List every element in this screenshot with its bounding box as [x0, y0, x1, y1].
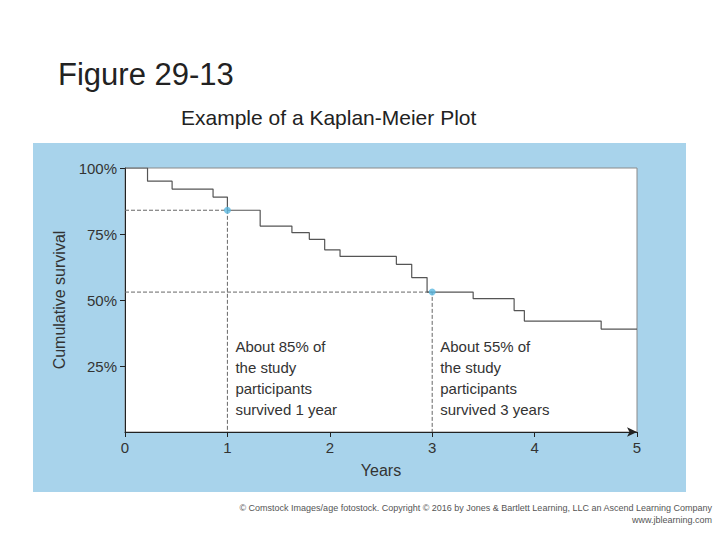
svg-text:Years: Years: [361, 462, 401, 479]
svg-text:5: 5: [633, 439, 641, 456]
svg-text:the study: the study: [235, 359, 296, 376]
svg-text:the study: the study: [440, 359, 501, 376]
html-text:www.jblearning.com: www.jblearning.com: [632, 515, 712, 525]
svg-text:75%: 75%: [87, 226, 117, 243]
html-text:Example of a Kaplan-Meier Plot: Example of a Kaplan-Meier Plot: [181, 106, 477, 129]
svg-text:About 55% of: About 55% of: [440, 338, 531, 355]
svg-text:survived 3 years: survived 3 years: [440, 401, 549, 418]
svg-text:participants: participants: [440, 380, 517, 397]
svg-text:0: 0: [121, 439, 129, 456]
svg-text:3: 3: [428, 439, 436, 456]
svg-text:Cumulative survival: Cumulative survival: [51, 231, 68, 370]
html-text:Figure 29-13: Figure 29-13: [58, 57, 234, 92]
svg-text:4: 4: [530, 439, 538, 456]
svg-text:1: 1: [223, 439, 231, 456]
svg-text:100%: 100%: [79, 160, 117, 177]
svg-text:2: 2: [326, 439, 334, 456]
svg-text:50%: 50%: [87, 292, 117, 309]
html-text:© Comstock Images/age fotostoc: © Comstock Images/age fotostock. Copyrig…: [239, 503, 712, 513]
svg-text:survived 1 year: survived 1 year: [235, 401, 337, 418]
svg-text:participants: participants: [235, 380, 312, 397]
svg-text:About 85% of: About 85% of: [235, 338, 326, 355]
svg-text:25%: 25%: [87, 358, 117, 375]
